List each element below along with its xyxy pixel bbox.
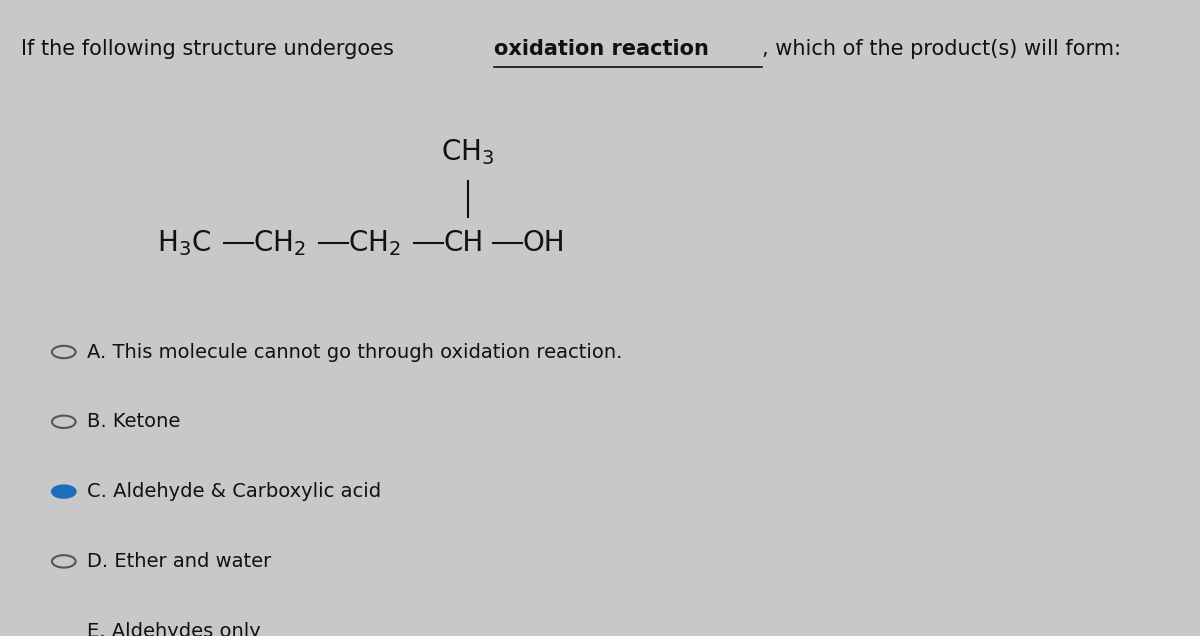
Text: H$_3$C: H$_3$C [156, 228, 211, 258]
Text: oxidation reaction: oxidation reaction [494, 39, 709, 59]
Text: If the following structure undergoes: If the following structure undergoes [20, 39, 401, 59]
Text: CH$_2$: CH$_2$ [348, 228, 401, 258]
Text: C. Aldehyde & Carboxylic acid: C. Aldehyde & Carboxylic acid [86, 482, 382, 501]
Text: , which of the product(s) will form:: , which of the product(s) will form: [762, 39, 1121, 59]
Text: E. Aldehydes only: E. Aldehydes only [86, 621, 260, 636]
Text: A. This molecule cannot go through oxidation reaction.: A. This molecule cannot go through oxida… [86, 343, 623, 361]
Text: D. Ether and water: D. Ether and water [86, 552, 271, 571]
Text: CH$_2$: CH$_2$ [253, 228, 306, 258]
Circle shape [52, 485, 76, 498]
Text: CH$_3$: CH$_3$ [442, 137, 494, 167]
Text: B. Ketone: B. Ketone [86, 412, 180, 431]
Text: OH: OH [522, 229, 565, 257]
Text: CH: CH [443, 229, 484, 257]
